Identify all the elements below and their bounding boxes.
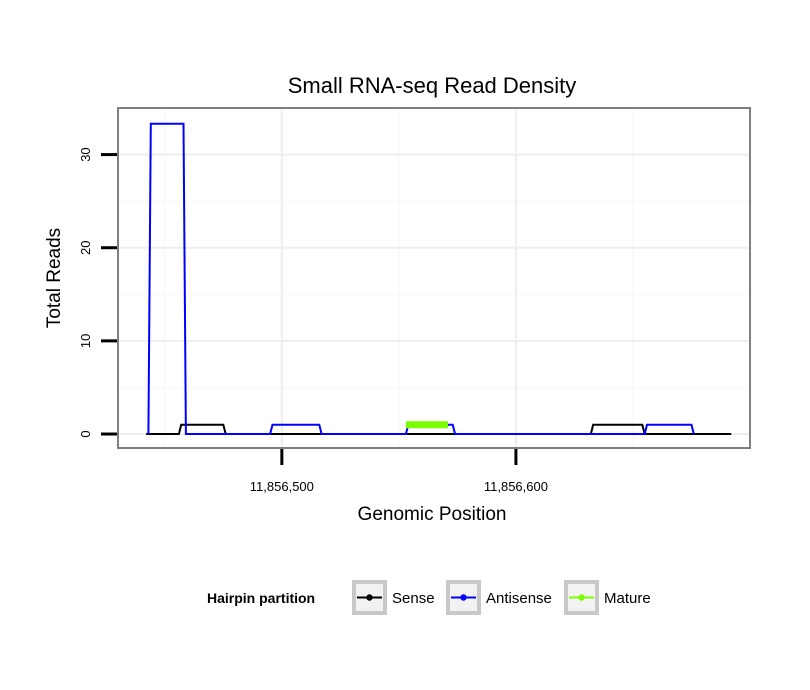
y-axis-title: Total Reads xyxy=(44,228,65,328)
legend-label-sense: Sense xyxy=(392,590,435,607)
legend-label-antisense: Antisense xyxy=(486,590,552,607)
legend-point-mature xyxy=(578,594,585,601)
legend-point-sense xyxy=(366,594,373,601)
series-line-sense xyxy=(146,423,732,435)
y-tick-label: 30 xyxy=(78,147,93,161)
x-tick-label: 11,856,500 xyxy=(250,479,314,494)
plot-border xyxy=(117,107,751,449)
legend-point-antisense xyxy=(460,594,467,601)
legend-title: Hairpin partition xyxy=(207,590,315,606)
y-tick-label: 10 xyxy=(78,334,93,348)
plot-area: 0 10 20 30 11,856,500 11,856,600 xyxy=(78,107,751,494)
y-tick-label: 0 xyxy=(78,430,93,437)
plot-background xyxy=(118,108,750,448)
series-line-antisense xyxy=(147,122,695,435)
chart-title: Small RNA-seq Read Density xyxy=(288,73,577,98)
x-tick-label: 11,856,600 xyxy=(484,479,548,494)
x-axis-title: Genomic Position xyxy=(358,504,507,525)
legend: Hairpin partition Sense Antisense Mature xyxy=(207,580,651,615)
y-tick-label: 20 xyxy=(78,240,93,254)
legend-label-mature: Mature xyxy=(604,590,651,607)
